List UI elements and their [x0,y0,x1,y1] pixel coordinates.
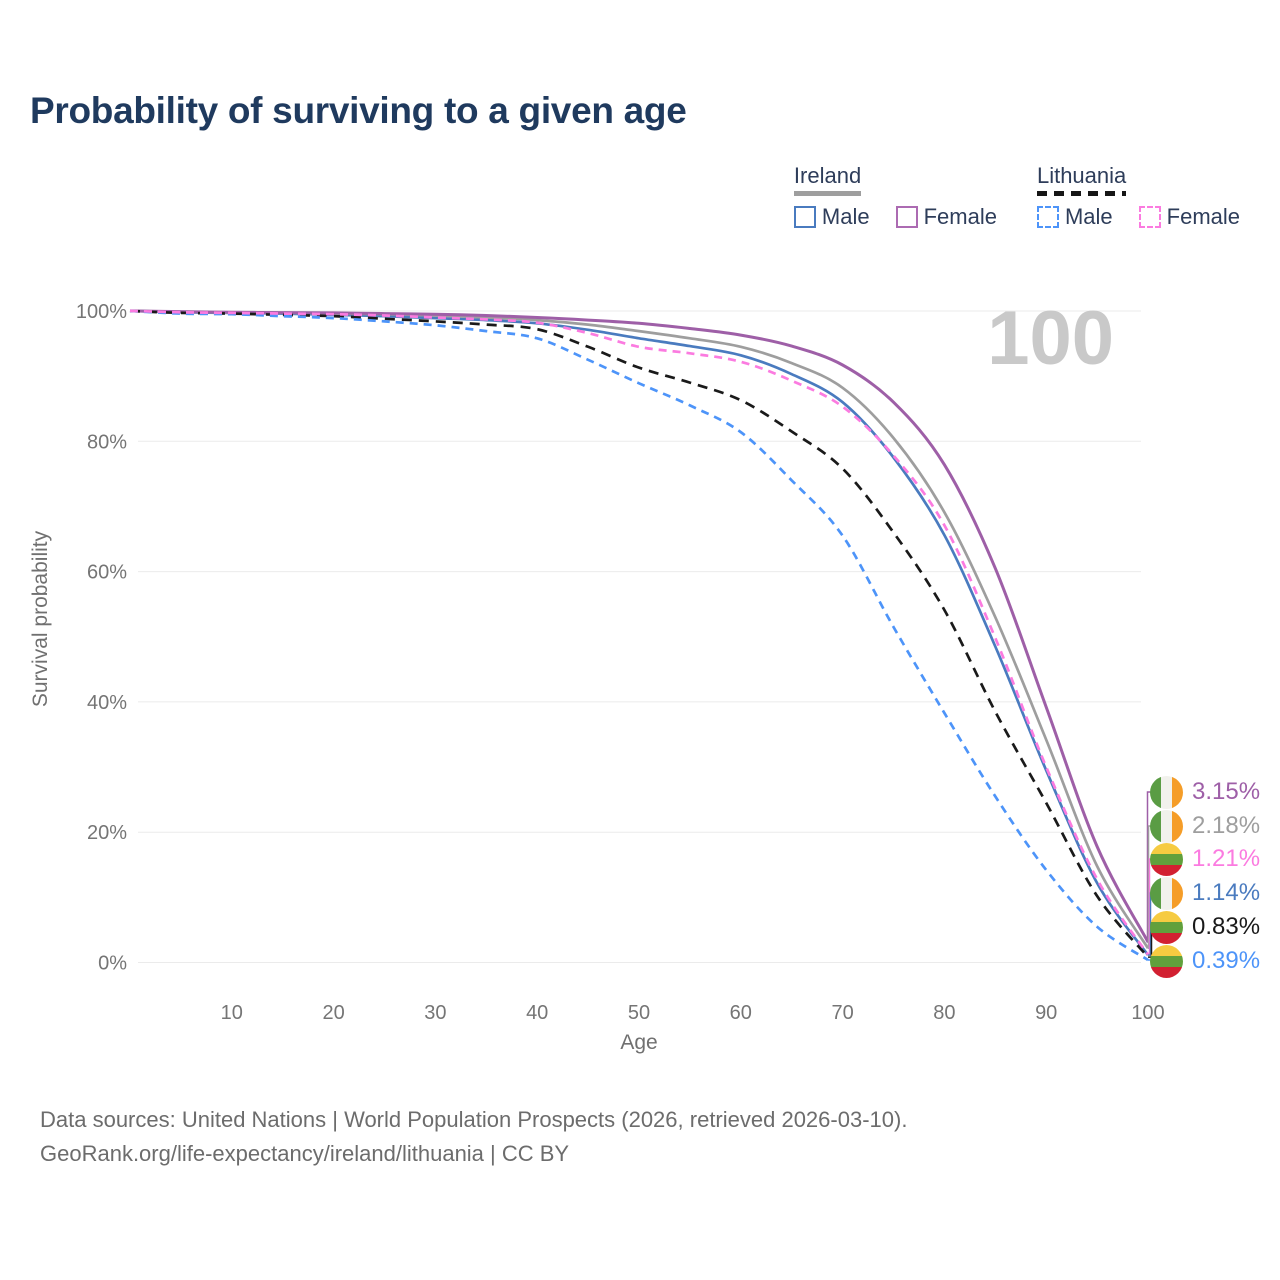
x-tick-label: 100 [1131,1002,1164,1024]
legend-group-ireland: Ireland Male Female [793,163,997,230]
x-tick-label: 80 [933,1002,955,1024]
series-end-label: 1.21% [1150,842,1260,876]
x-axis-title: Age [620,1031,657,1054]
legend-lithuania-title: Lithuania [1036,163,1127,196]
lithuania-male-swatch-icon [1036,206,1059,228]
series-end-label: 0.39% [1150,944,1260,978]
x-tick-label: 40 [526,1002,548,1024]
x-tick-label: 70 [831,1002,853,1024]
series-end-label: 2.18% [1150,809,1260,843]
y-tick-label: 0% [98,953,127,975]
y-tick-label: 20% [87,822,127,844]
legend-label-ireland-female: Female [923,204,997,229]
series-curve-ireland-both [129,309,1150,950]
x-tick-label: 10 [221,1002,243,1024]
series-curve-ireland-female [129,309,1150,943]
chart-watermark: 100 [987,296,1114,381]
flag-icon [1150,809,1183,843]
legend-item-ireland-male: Male [793,204,870,230]
series-end-label: 0.83% [1150,910,1260,944]
ireland-female-swatch-icon [895,206,918,228]
lithuania-female-swatch-icon [1138,206,1161,228]
data-sources-line: Data sources: United Nations | World Pop… [40,1107,908,1132]
series-curve-lithuania-both [129,309,1150,958]
legend-label-lithuania-male: Male [1064,204,1113,229]
x-tick-label: 60 [730,1002,752,1024]
legend-label-lithuania-female: Female [1166,204,1240,229]
end-value: 0.83% [1192,913,1261,940]
flag-icon [1150,910,1183,944]
y-tick-label: 100% [76,301,127,323]
y-axis-title: Survival probability [29,530,52,707]
chart-legend: Ireland Male Female Lithuania Male Femal… [793,163,1240,230]
flag-icon [1150,842,1183,876]
y-tick-label: 80% [87,431,127,453]
series-end-label: 1.14% [1150,876,1260,910]
y-tick-label: 60% [87,562,127,584]
legend-item-lithuania-male: Male [1036,204,1113,230]
footer: Data sources: United Nations | World Pop… [40,1103,907,1171]
legend-item-lithuania-female: Female [1138,204,1240,230]
flag-icon [1150,944,1183,978]
flag-icon [1150,876,1183,910]
end-value: 0.39% [1192,947,1261,974]
x-tick-label: 50 [628,1002,650,1024]
legend-ireland-title: Ireland [793,163,862,196]
x-tick-label: 30 [424,1002,446,1024]
attribution-line: GeoRank.org/life-expectancy/ireland/lith… [40,1141,570,1166]
ireland-male-swatch-icon [793,206,816,228]
legend-label-ireland-male: Male [821,204,870,229]
legend-item-ireland-female: Female [895,204,997,230]
series-curve-lithuania-female [129,309,1150,956]
y-tick-label: 40% [87,692,127,714]
end-value: 2.18% [1192,812,1261,839]
chart-title: Probability of surviving to a given age [30,90,687,131]
end-value: 1.14% [1192,879,1261,906]
series-curve-lithuania-male [129,309,1149,962]
series-end-label: 3.15% [1150,775,1260,809]
end-value: 1.21% [1192,845,1261,872]
x-tick-label: 90 [1035,1002,1057,1024]
end-value: 3.15% [1192,778,1261,805]
flag-icon [1150,775,1183,809]
series-curve-ireland-male [129,309,1150,956]
legend-group-lithuania: Lithuania Male Female [1036,163,1240,230]
x-tick-label: 20 [322,1002,344,1024]
